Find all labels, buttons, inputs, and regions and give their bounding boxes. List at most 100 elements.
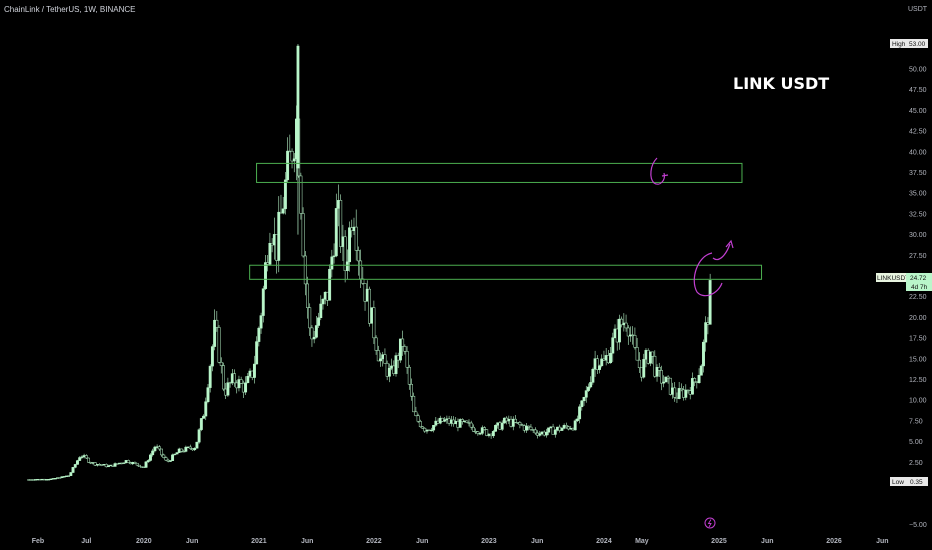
candle-body xyxy=(533,429,537,434)
candle-body xyxy=(598,365,601,370)
candle-body xyxy=(511,418,515,427)
candle-body xyxy=(204,401,208,417)
candle-body xyxy=(609,352,613,364)
candle-body xyxy=(600,358,604,367)
candle-body xyxy=(578,406,582,420)
candle-body xyxy=(87,457,90,463)
y-tick-label: 42.50 xyxy=(909,129,927,136)
candle-body xyxy=(591,368,595,383)
candle-body xyxy=(553,429,557,435)
candle-body xyxy=(153,446,157,452)
resistance-zone[interactable] xyxy=(256,162,743,183)
y-tick-label: −5.00 xyxy=(909,522,927,529)
lower-arrow-head xyxy=(725,239,734,249)
resistance-zones xyxy=(249,162,763,280)
candle-body xyxy=(575,418,579,422)
candle-body xyxy=(480,427,484,434)
lightning-icon[interactable] xyxy=(704,517,716,529)
x-tick-label: 2020 xyxy=(136,538,152,545)
candle-body xyxy=(237,379,241,389)
candle-body xyxy=(617,318,621,343)
candle-body xyxy=(162,454,166,458)
candle-body xyxy=(416,415,420,422)
candle-body xyxy=(175,452,179,455)
candle-body xyxy=(173,453,177,456)
candle-body xyxy=(73,464,77,468)
y-tick-label: 15.00 xyxy=(909,356,927,363)
candle-body xyxy=(529,426,533,430)
candle-body xyxy=(69,472,73,476)
candle-body xyxy=(544,431,548,436)
x-tick-label: 2022 xyxy=(366,538,382,545)
candle-body xyxy=(383,354,387,364)
candle-body xyxy=(708,280,712,325)
y-tick-label: 37.50 xyxy=(909,170,927,177)
candle-body xyxy=(255,341,259,365)
candle-body xyxy=(310,327,314,340)
candle-body xyxy=(126,460,130,463)
candle-body xyxy=(292,158,296,162)
candle-body xyxy=(429,429,433,432)
y-tick-label: 32.50 xyxy=(909,211,927,218)
x-tick-label: Jun xyxy=(876,538,888,545)
candle-body xyxy=(345,261,349,271)
y-tick-label: 45.00 xyxy=(909,108,927,115)
current-symbol: LINKUSDT xyxy=(877,275,909,282)
candle-body xyxy=(410,384,413,397)
candle-body xyxy=(78,457,82,461)
candle-body xyxy=(485,429,489,436)
candle-body xyxy=(146,460,150,463)
candle-body xyxy=(418,421,422,428)
candle-body xyxy=(697,375,701,383)
candle-body xyxy=(405,351,409,368)
candle-body xyxy=(633,335,637,348)
candle-body xyxy=(527,425,531,428)
candle-body xyxy=(246,376,250,384)
high-label: High xyxy=(892,41,906,48)
candle-body xyxy=(465,420,469,423)
x-tick-label: 2026 xyxy=(826,538,842,545)
x-tick-label: Jul xyxy=(81,538,91,545)
x-tick-label: May xyxy=(635,538,649,545)
y-tick-label: 12.50 xyxy=(909,377,927,384)
candle-body xyxy=(264,262,267,289)
x-tick-label: 2023 xyxy=(481,538,497,545)
candle-body xyxy=(702,341,705,367)
chart-annotation-title: LINK USDT xyxy=(733,74,829,93)
candle-body xyxy=(239,379,243,384)
candle-body xyxy=(525,425,528,431)
candle-body xyxy=(122,462,126,464)
x-tick-label: 2025 xyxy=(711,538,727,545)
candle-body xyxy=(296,45,300,169)
candle-body xyxy=(421,426,425,429)
candle-body xyxy=(666,376,670,379)
x-tick-label: Jun xyxy=(416,538,428,545)
candle-body xyxy=(626,327,630,337)
candle-body xyxy=(432,425,436,431)
high-tag: High 53.00 xyxy=(890,39,928,48)
resistance-zone[interactable] xyxy=(249,264,763,280)
candle-body xyxy=(704,322,708,343)
candle-body xyxy=(398,338,402,361)
candle-series xyxy=(27,44,712,481)
time-scale[interactable]: Feb Jul 2020 Jun 2021 Jun 2022 Jun 2023 Jun 2024 Ma… xyxy=(32,538,889,545)
candle-body xyxy=(71,467,75,473)
candle-body xyxy=(184,446,188,452)
candle-body xyxy=(471,426,475,432)
candle-body xyxy=(321,298,325,305)
candle-body xyxy=(582,396,586,402)
candle-body xyxy=(494,425,497,432)
candle-body xyxy=(538,433,542,436)
candle-body xyxy=(330,256,334,270)
candle-body xyxy=(306,283,309,308)
candle-body xyxy=(520,424,524,426)
candle-body xyxy=(332,255,336,258)
candle-body xyxy=(478,433,482,435)
candle-body xyxy=(171,454,175,461)
candle-body xyxy=(403,346,407,352)
candle-body xyxy=(587,386,590,391)
candle-body xyxy=(620,318,624,326)
candle-body xyxy=(199,418,203,430)
y-tick-label: 40.00 xyxy=(909,149,927,156)
